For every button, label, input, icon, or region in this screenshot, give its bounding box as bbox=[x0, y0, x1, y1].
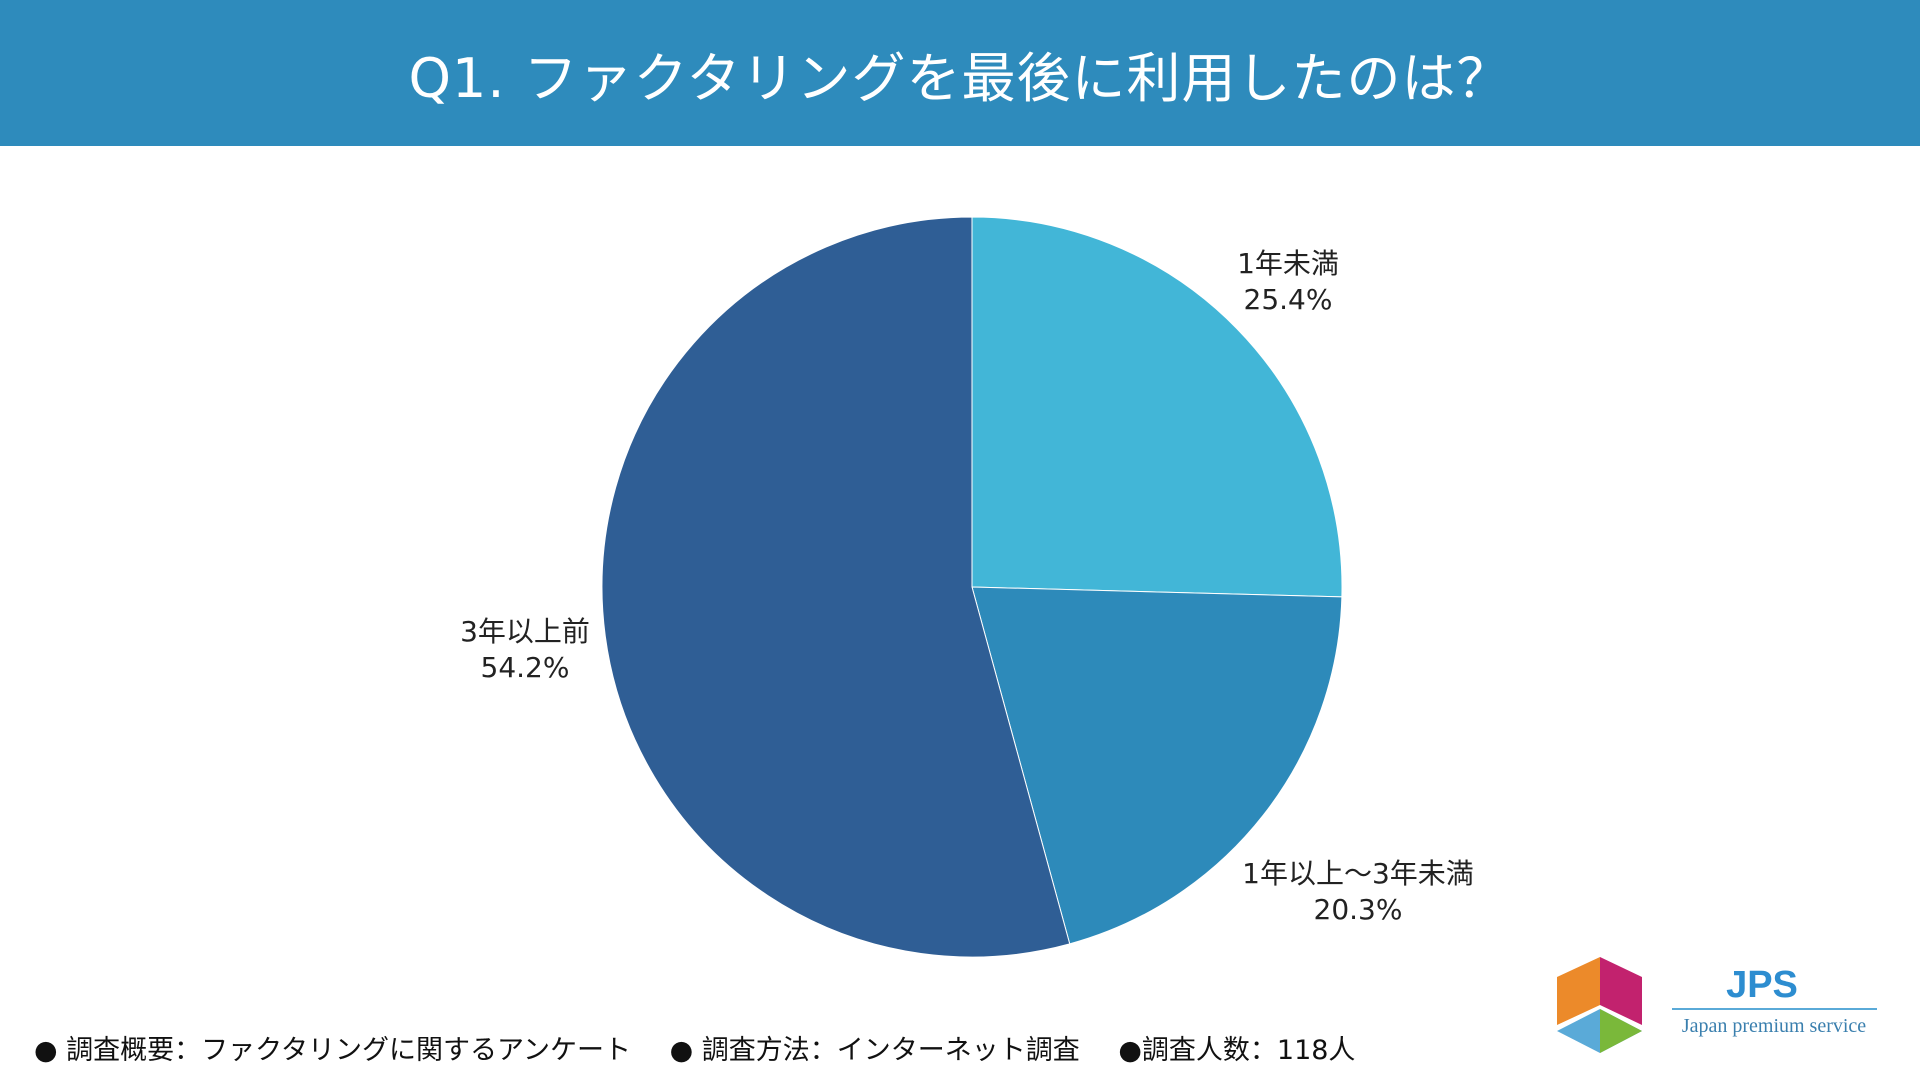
header-bar: Q1. ファクタリングを最後に利用したのは？ bbox=[0, 0, 1920, 146]
survey-footer: ● 調査概要：ファクタリングに関するアンケート ● 調査方法：インターネット調査… bbox=[34, 1028, 1385, 1067]
slice-label-2: 3年以上前 54.2% bbox=[460, 614, 590, 686]
slice-label-0: 1年未満 25.4% bbox=[1237, 246, 1339, 318]
logo-subtitle: Japan premium service bbox=[1682, 1015, 1866, 1037]
pie-slice-1 bbox=[971, 586, 1343, 945]
slice-label-1: 1年以上〜3年未満 20.3% bbox=[1242, 856, 1474, 928]
slice-label-name: 3年以上前 bbox=[460, 615, 590, 648]
pie-slice-2 bbox=[601, 216, 1071, 958]
pie-slice-0 bbox=[971, 216, 1343, 598]
page-title: Q1. ファクタリングを最後に利用したのは？ bbox=[408, 46, 1512, 110]
logo-cube-bottom-green bbox=[1600, 1009, 1642, 1053]
slice-label-value: 20.3% bbox=[1313, 893, 1403, 926]
slice-label-name: 1年未満 bbox=[1237, 247, 1339, 280]
slice-label-value: 54.2% bbox=[480, 651, 570, 684]
logo-cube-right-face bbox=[1600, 957, 1642, 1025]
survey-method: ● 調査方法：インターネット調査 bbox=[669, 1035, 1080, 1066]
slice-label-value: 25.4% bbox=[1243, 283, 1333, 316]
slice-label-name: 1年以上〜3年未満 bbox=[1242, 857, 1474, 890]
survey-count: ●調査人数：118人 bbox=[1118, 1035, 1356, 1066]
logo-cube-left-face bbox=[1557, 957, 1600, 1025]
logo-text: JPS bbox=[1726, 964, 1798, 1006]
jps-logo: JPS Japan premium service bbox=[1557, 957, 1877, 1053]
survey-summary: ● 調査概要：ファクタリングに関するアンケート bbox=[34, 1035, 631, 1066]
